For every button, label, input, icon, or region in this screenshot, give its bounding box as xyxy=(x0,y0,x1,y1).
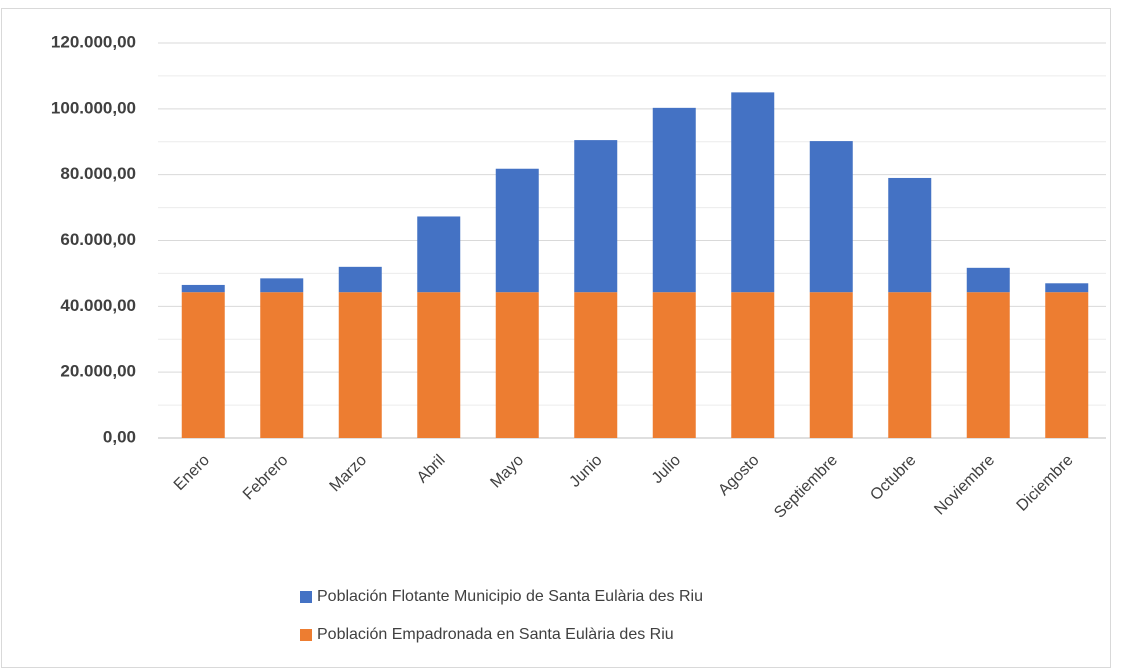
y-tick-label: 80.000,00 xyxy=(60,164,136,183)
bar-segment xyxy=(417,292,461,438)
bar-segment xyxy=(888,292,932,438)
bar-segment xyxy=(260,278,304,293)
x-tick-label: Septiembre xyxy=(771,452,841,522)
bar-segment xyxy=(338,292,382,438)
x-tick-label: Diciembre xyxy=(1014,452,1077,515)
y-tick-label: 120.000,00 xyxy=(51,32,136,51)
x-tick-label: Abril xyxy=(414,452,449,487)
legend-label: Población Flotante Municipio de Santa Eu… xyxy=(317,588,703,605)
legend-swatch xyxy=(300,591,312,603)
chart-frame xyxy=(1,8,1111,668)
legend-swatch xyxy=(300,629,312,641)
bar-segment xyxy=(731,292,775,438)
bar-segment xyxy=(888,177,932,293)
bar-segment xyxy=(731,92,775,293)
bar-segment xyxy=(338,266,382,293)
bar-segment xyxy=(652,292,696,438)
x-tick-label: Julio xyxy=(649,452,684,487)
x-tick-label: Octubre xyxy=(867,452,919,504)
bar-segment xyxy=(809,292,853,438)
x-tick-label: Noviembre xyxy=(931,452,998,519)
bar-segment xyxy=(966,292,1010,438)
y-tick-label: 0,00 xyxy=(103,427,136,446)
bar-segment xyxy=(574,292,618,438)
bar-segment xyxy=(966,267,1010,293)
bar-segment xyxy=(417,216,461,293)
bar-segment xyxy=(809,141,853,293)
y-tick-label: 20.000,00 xyxy=(60,362,136,381)
bar-segment xyxy=(495,168,539,293)
bar-segment xyxy=(1045,283,1089,293)
bar-segment xyxy=(181,292,225,438)
bar-segment xyxy=(181,284,225,293)
x-tick-label: Agosto xyxy=(715,452,762,499)
x-tick-label: Enero xyxy=(171,452,213,494)
legend-label: Población Empadronada en Santa Eulària d… xyxy=(317,626,674,643)
x-tick-label: Marzo xyxy=(327,452,371,496)
y-tick-label: 40.000,00 xyxy=(60,296,136,315)
bar-segment xyxy=(260,292,304,438)
bar-segment xyxy=(652,107,696,293)
x-tick-label: Mayo xyxy=(487,452,527,492)
bar-segment xyxy=(1045,292,1089,438)
x-tick-label: Febrero xyxy=(240,452,292,504)
y-tick-label: 60.000,00 xyxy=(60,230,136,249)
x-tick-label: Junio xyxy=(566,452,605,491)
y-tick-label: 100.000,00 xyxy=(51,98,136,117)
bar-segment xyxy=(495,292,539,438)
bar-segment xyxy=(574,140,618,293)
